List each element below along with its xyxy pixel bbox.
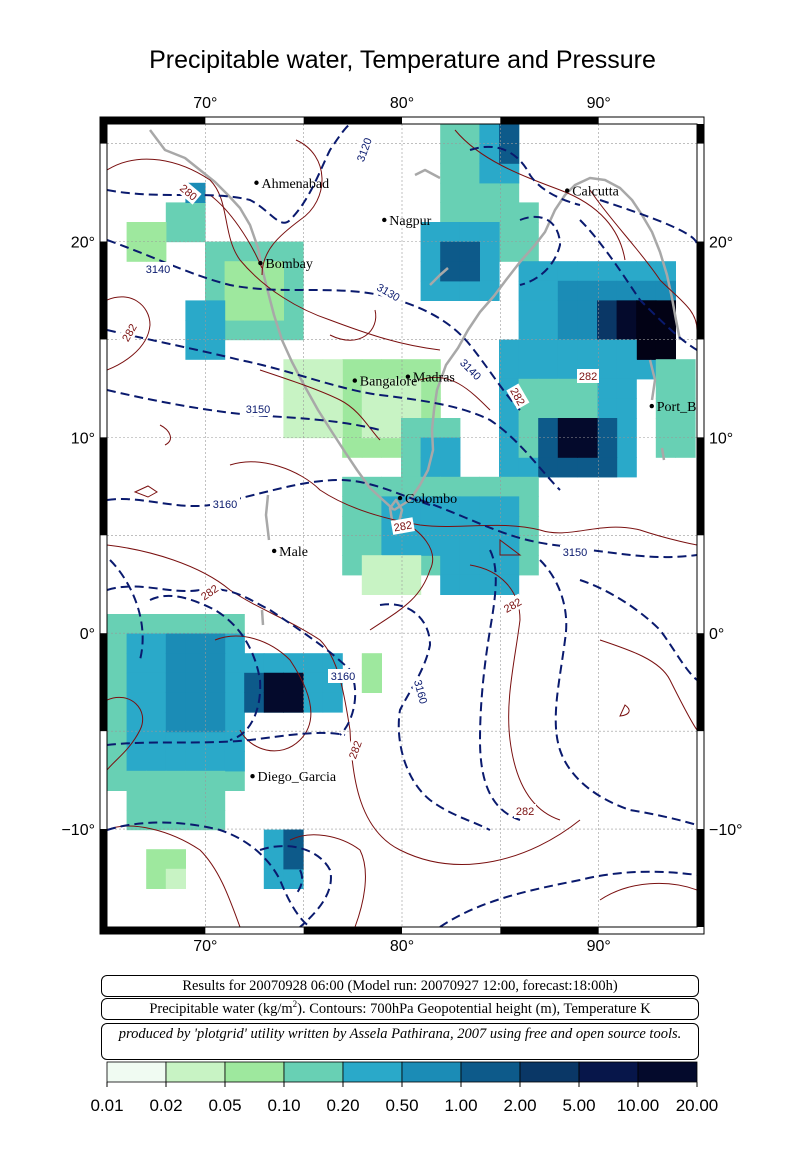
temperature-contour-label: 282 xyxy=(577,369,599,383)
axis-labels: 70° 70° 80° 80° 90° 90° 20° 20° 10° 10° 0° 0° −10° −1… xyxy=(61,95,742,955)
city-markers: AhmenabadNagpurCalcuttaBombayBangaloreMa… xyxy=(250,177,696,785)
svg-text:282: 282 xyxy=(347,739,365,760)
svg-text:3140: 3140 xyxy=(146,264,170,276)
city-dot xyxy=(405,374,411,379)
colorbar-swatch xyxy=(519,1061,580,1083)
colorbar-label: 1.00 xyxy=(444,1096,477,1115)
height-contour-label: 3150 xyxy=(243,402,273,416)
variable-info: Precipitable water (kg/m2). Contours: 70… xyxy=(101,998,699,1020)
temperature-contour-label: 282 xyxy=(514,804,536,818)
height-contour-label: 3150 xyxy=(560,545,590,559)
colorbar-label: 0.50 xyxy=(385,1096,418,1115)
svg-text:3160: 3160 xyxy=(213,499,237,511)
colorbar-swatch xyxy=(106,1061,167,1083)
city-label: Calcutta xyxy=(572,185,619,200)
lon-tick-bottom: 70° xyxy=(193,938,217,955)
city-dot xyxy=(271,548,277,554)
city-label: Bombay xyxy=(265,257,312,272)
svg-text:3150: 3150 xyxy=(246,404,270,416)
lon-tick-bottom: 90° xyxy=(587,938,611,955)
svg-text:282: 282 xyxy=(393,519,413,534)
city-dot xyxy=(649,403,654,409)
lat-tick-left: 0° xyxy=(80,626,95,643)
city-label: Port_B xyxy=(657,400,697,415)
colorbar-label: 0.05 xyxy=(208,1096,241,1115)
precipitable-water-cells xyxy=(107,124,696,889)
colorbar-label: 0.20 xyxy=(326,1096,359,1115)
lat-tick-right: 10° xyxy=(709,430,733,447)
svg-text:3160: 3160 xyxy=(331,671,355,683)
city-label: Male xyxy=(279,545,308,560)
city-label: Bangalore xyxy=(360,375,418,390)
temperature-contour-label: 282 xyxy=(344,736,366,763)
colorbar-label: 10.00 xyxy=(617,1096,660,1115)
lon-tick-top: 80° xyxy=(390,95,414,112)
colorbar-swatch xyxy=(224,1061,285,1083)
colorbar-label: 20.00 xyxy=(676,1096,719,1115)
lon-tick-top: 90° xyxy=(587,95,611,112)
colorbar-swatch xyxy=(283,1061,344,1083)
run-info: Results for 20070928 06:00 (Model run: 2… xyxy=(101,975,699,997)
lat-tick-left: 20° xyxy=(71,235,95,252)
lat-tick-left: −10° xyxy=(61,822,95,839)
colorbar-swatch xyxy=(165,1061,226,1083)
lon-tick-bottom: 80° xyxy=(390,938,414,955)
colorbar-swatch xyxy=(342,1061,403,1083)
colorbar-label: 0.10 xyxy=(267,1096,300,1115)
colorbar-swatch xyxy=(637,1061,698,1083)
variable-info-a: Precipitable water (kg/m xyxy=(149,1001,293,1017)
credit-info: produced by 'plotgrid' utility written b… xyxy=(101,1023,699,1060)
page-title: Precipitable water, Temperature and Pres… xyxy=(149,46,656,74)
coastline xyxy=(149,129,682,626)
variable-info-sup: 2 xyxy=(292,999,298,1010)
city-dot xyxy=(254,180,259,185)
height-contour-label: 3160 xyxy=(328,669,358,683)
variable-info-b: ). Contours: 700hPa Geopotential height … xyxy=(297,1001,651,1017)
lon-tick-top: 70° xyxy=(193,95,217,112)
colorbar-swatch xyxy=(401,1061,462,1083)
colorbar-label: 0.01 xyxy=(90,1096,123,1115)
lat-tick-right: −10° xyxy=(709,822,743,839)
city-label: Diego_Garcia xyxy=(258,770,337,785)
colorbar-labels: 0.01 0.02 0.05 0.10 0.20 0.50 1.00 2.00 5.00 10.0… xyxy=(90,1096,718,1115)
colorbar-label: 5.00 xyxy=(562,1096,595,1115)
svg-text:282: 282 xyxy=(516,806,534,818)
colorbar xyxy=(106,1061,698,1087)
temperature-contour-label: 282 xyxy=(390,517,415,535)
city-dot xyxy=(397,495,403,501)
lat-tick-left: 10° xyxy=(71,430,95,447)
colorbar-label: 0.02 xyxy=(149,1096,182,1115)
lat-tick-right: 20° xyxy=(709,235,733,252)
temperature-contours xyxy=(107,129,697,927)
map-frame xyxy=(99,116,705,935)
colorbar-label: 2.00 xyxy=(503,1096,536,1115)
city-dot xyxy=(250,773,255,779)
city-dot xyxy=(258,260,263,266)
colorbar-swatch xyxy=(460,1061,521,1083)
city-dot xyxy=(565,188,570,193)
svg-text:3150: 3150 xyxy=(563,547,587,559)
svg-text:282: 282 xyxy=(579,371,597,383)
colorbar-swatch xyxy=(578,1061,639,1083)
city-label: Colombo xyxy=(405,492,457,507)
city-label: Nagpur xyxy=(389,214,431,229)
city-label: Ahmenabad xyxy=(261,177,329,192)
height-contour-label: 3160 xyxy=(210,497,240,511)
city-dot xyxy=(382,217,387,223)
height-contour-label: 3140 xyxy=(143,262,173,276)
city-dot xyxy=(352,378,357,383)
lat-tick-right: 0° xyxy=(709,626,724,643)
city-label: Madras xyxy=(413,371,455,386)
